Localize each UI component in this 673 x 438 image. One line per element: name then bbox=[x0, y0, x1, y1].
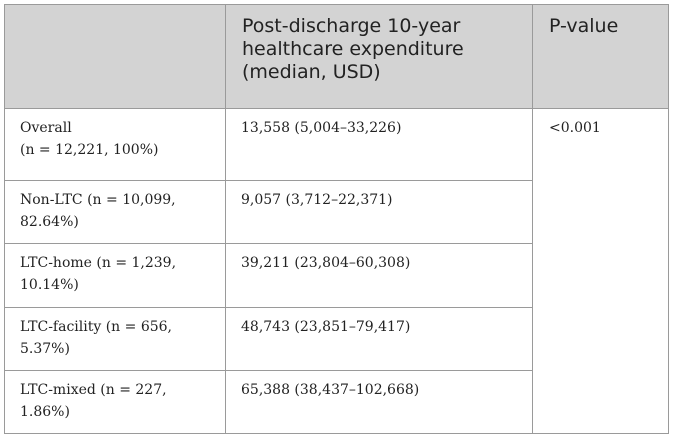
table-row: LTC-mixed (n = 227, 1.86%) 65,388 (38,43… bbox=[4, 369, 669, 435]
row-label-line2: 1.86%) bbox=[20, 403, 70, 420]
header-expenditure-line2: healthcare expenditure bbox=[242, 38, 464, 60]
table-row: Overall (n = 12,221, 100%) 13,558 (5,004… bbox=[4, 107, 669, 434]
row-label: LTC-mixed (n = 227, 1.86%) bbox=[4, 369, 226, 435]
row-value: 39,211 (23,804–60,308) bbox=[225, 243, 533, 308]
header-p-value: P-value bbox=[532, 4, 669, 109]
header-expenditure-line1: Post-discharge 10-year bbox=[242, 15, 461, 37]
table-row: LTC-home (n = 1,239, 10.14%) 39,211 (23,… bbox=[4, 243, 669, 308]
row-label-line1: Overall bbox=[20, 120, 72, 136]
row-label-line1: LTC-mixed (n = 227, bbox=[20, 381, 167, 398]
row-label: LTC-home (n = 1,239, 10.14%) bbox=[4, 243, 226, 308]
row-label: Non-LTC (n = 10,099, 82.64%) bbox=[4, 180, 226, 245]
row-label-line2: 10.14%) bbox=[20, 277, 79, 294]
row-label: LTC-facility (n = 656, 5.37%) bbox=[4, 306, 226, 371]
table-row: LTC-facility (n = 656, 5.37%) 48,743 (23… bbox=[4, 306, 669, 371]
header-expenditure: Post-discharge 10-year healthcare expend… bbox=[225, 4, 533, 109]
row-label-line1: Non-LTC (n = 10,099, bbox=[20, 192, 176, 209]
table-row: Non-LTC (n = 10,099, 82.64%) 9,057 (3,71… bbox=[4, 180, 669, 245]
header-expenditure-line3: (median, USD) bbox=[242, 61, 381, 83]
row-value: 13,558 (5,004–33,226) bbox=[225, 107, 533, 182]
row-label-line1: LTC-home (n = 1,239, bbox=[20, 255, 177, 272]
row-value: 65,388 (38,437–102,668) bbox=[225, 369, 533, 435]
expenditure-table: Post-discharge 10-year healthcare expend… bbox=[4, 4, 669, 435]
row-label-line1: LTC-facility (n = 656, bbox=[20, 318, 173, 335]
header-row: Post-discharge 10-year healthcare expend… bbox=[4, 4, 669, 109]
row-value: 9,057 (3,712–22,371) bbox=[225, 180, 533, 245]
row-label-line2: 5.37%) bbox=[20, 340, 70, 357]
header-group bbox=[4, 4, 226, 109]
row-label-line2: (n = 12,221, 100%) bbox=[20, 142, 159, 158]
row-label-line2: 82.64%) bbox=[20, 214, 79, 231]
row-label: Overall (n = 12,221, 100%) bbox=[4, 107, 226, 182]
row-value: 48,743 (23,851–79,417) bbox=[225, 306, 533, 371]
p-value-cell: <0.001 bbox=[532, 108, 669, 434]
